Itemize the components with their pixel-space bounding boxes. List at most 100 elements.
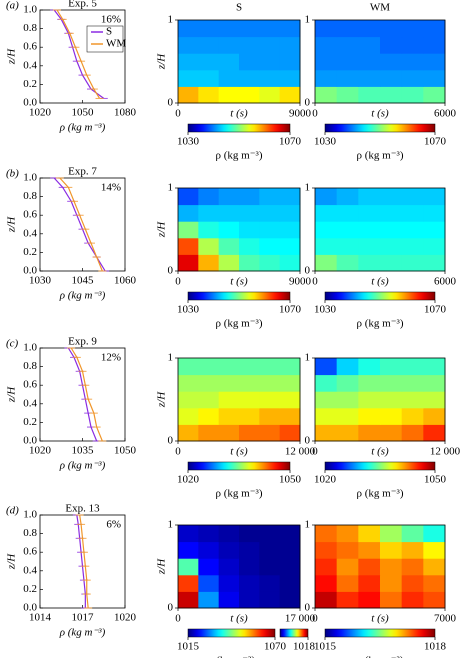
y-axis-label: z/H [156, 221, 168, 238]
colorbar-tick-label: 1030 [177, 136, 200, 148]
heat-cell [279, 525, 301, 543]
heat-cell [279, 204, 301, 222]
y-axis-label: z/H [156, 391, 168, 408]
heat-cell [178, 407, 199, 425]
x-axis-label: t (s) [230, 613, 248, 625]
heat-cell [198, 541, 220, 559]
colorbar [324, 461, 436, 471]
colorbar [187, 628, 276, 638]
x-tick-label: 0 [312, 613, 318, 625]
heat-cell [259, 525, 281, 543]
y-tick-label: 0 [305, 265, 311, 277]
heat-cell [315, 188, 338, 206]
heat-cell [198, 424, 220, 442]
x-tick-label: 0 [312, 108, 318, 120]
heat-cell [239, 36, 260, 54]
x-tick-label: 12 000 [285, 446, 316, 458]
x-axis-label: t (s) [230, 108, 248, 120]
x-tick-label: 1080 [114, 107, 137, 119]
heat-cell [380, 374, 403, 392]
heat-cell [315, 20, 338, 38]
y-tick-label: 1 [168, 352, 174, 364]
legend-label: S [106, 26, 112, 38]
heat-cell [358, 541, 381, 559]
heat-cell [336, 237, 359, 255]
heat-cell [423, 374, 446, 392]
heat-cell [218, 237, 240, 255]
x-tick-label: 0 [175, 108, 181, 120]
heat-cell [401, 558, 424, 576]
heat-cell [315, 69, 338, 87]
heat-cell [178, 574, 199, 592]
colorbar-tick-label: 1050 [424, 474, 447, 486]
heat-cell [336, 424, 359, 442]
heat-cell [315, 525, 338, 543]
heat-cell [423, 204, 446, 222]
heat-cell [239, 86, 260, 104]
heat-cell [380, 221, 403, 239]
heat-cell [401, 237, 424, 255]
heat-cell [401, 254, 424, 272]
heat-cell [401, 20, 424, 38]
colorbar-label: ρ (kg m⁻³) [208, 655, 255, 658]
x-tick-label: 0 [312, 276, 318, 288]
heat-cell [315, 558, 338, 576]
y-tick-label: 1 [305, 519, 311, 531]
heat-cell [198, 374, 220, 392]
heat-cell [423, 20, 446, 38]
x-tick-label: 0 [175, 446, 181, 458]
heat-cell [423, 574, 446, 592]
heat-cell [198, 574, 220, 592]
heat-cell [239, 20, 260, 38]
x-tick-label: 1050 [114, 445, 137, 457]
heat-cell [401, 204, 424, 222]
y-tick-label: 0.2 [23, 416, 37, 428]
heat-cell [401, 53, 424, 71]
chart-title: Exp. 5 [68, 0, 97, 10]
heat-cell [239, 574, 260, 592]
colorbar [324, 628, 436, 638]
x-tick-label: 0 [312, 446, 318, 458]
heat-cell [259, 558, 281, 576]
heat-cell [336, 407, 359, 425]
x-axis-label: t (s) [371, 276, 389, 288]
heat-cell [218, 391, 240, 409]
heat-cell [336, 591, 359, 609]
y-tick-label: 0.8 [23, 360, 37, 372]
heat-cell [198, 53, 220, 71]
heat-cell [401, 391, 424, 409]
heat-cell [336, 558, 359, 576]
heat-cell [279, 237, 301, 255]
heat-cell [336, 86, 359, 104]
heat-cell [198, 188, 220, 206]
heat-cell [401, 424, 424, 442]
heat-cell [259, 69, 281, 87]
y-axis-label: z/H [156, 558, 168, 575]
heat-cell [423, 254, 446, 272]
heat-cell [358, 591, 381, 609]
heat-cell [218, 574, 240, 592]
y-tick-label: 0 [168, 97, 174, 109]
heat-cell [358, 69, 381, 87]
heat-cell [423, 525, 446, 543]
x-tick-label: 0 [175, 276, 181, 288]
heat-cell [218, 254, 240, 272]
heat-cell [401, 36, 424, 54]
y-tick-label: 0.2 [23, 78, 37, 90]
heat-cell [259, 407, 281, 425]
heat-cell [178, 86, 199, 104]
heat-cell [315, 221, 338, 239]
heat-cell [279, 188, 301, 206]
heat-cell [315, 358, 338, 376]
x-tick-label: 6000 [434, 108, 457, 120]
y-tick-label: 0.8 [23, 190, 37, 202]
heat-cell [401, 407, 424, 425]
heat-cell [380, 525, 403, 543]
colorbar [187, 461, 291, 471]
heat-cell [380, 407, 403, 425]
heat-cell [358, 53, 381, 71]
y-axis-label: z/H [156, 53, 168, 70]
heat-cell [423, 391, 446, 409]
heat-cell [279, 407, 301, 425]
heat-cell [336, 20, 359, 38]
